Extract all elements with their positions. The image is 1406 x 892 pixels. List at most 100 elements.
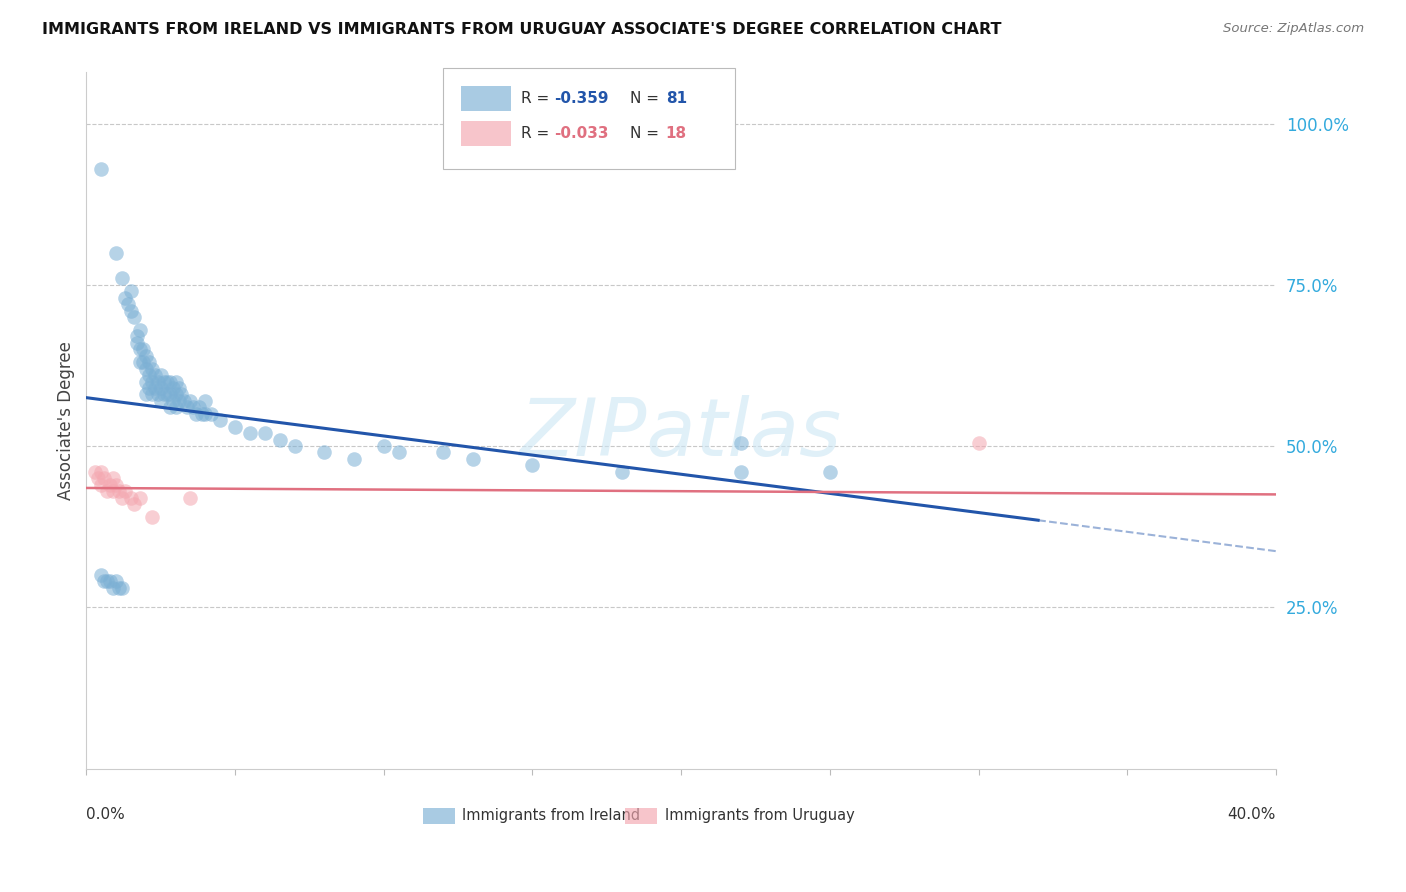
Point	[114, 291, 136, 305]
Point	[122, 310, 145, 324]
Point	[239, 426, 262, 441]
Point	[90, 161, 112, 176]
Point	[522, 458, 544, 473]
Point	[111, 581, 134, 595]
FancyBboxPatch shape	[626, 807, 658, 824]
FancyBboxPatch shape	[443, 69, 735, 169]
Point	[143, 381, 166, 395]
Point	[269, 433, 291, 447]
Point	[90, 477, 112, 491]
Point	[183, 401, 205, 415]
Point	[162, 381, 184, 395]
Point	[120, 285, 142, 299]
Text: Immigrants from Uruguay: Immigrants from Uruguay	[665, 808, 855, 823]
Point	[84, 465, 107, 479]
Point	[818, 465, 841, 479]
Point	[149, 368, 172, 383]
Point	[152, 375, 174, 389]
Point	[253, 426, 276, 441]
Point	[128, 323, 150, 337]
Point	[209, 413, 232, 427]
Point	[730, 435, 752, 450]
Point	[120, 491, 142, 505]
FancyBboxPatch shape	[461, 86, 510, 111]
Point	[186, 407, 208, 421]
Point	[105, 477, 128, 491]
Point	[730, 465, 752, 479]
Point	[146, 387, 169, 401]
Point	[610, 465, 633, 479]
Text: N =: N =	[630, 91, 664, 106]
Point	[179, 393, 201, 408]
Point	[135, 361, 157, 376]
Point	[159, 401, 181, 415]
Point	[138, 355, 160, 369]
Point	[135, 375, 157, 389]
Point	[141, 387, 163, 401]
Point	[90, 465, 112, 479]
Point	[98, 574, 121, 589]
Text: ZIPatlas: ZIPatlas	[520, 395, 842, 473]
Point	[159, 375, 181, 389]
Point	[87, 471, 110, 485]
Point	[122, 497, 145, 511]
Point	[176, 401, 198, 415]
Point	[191, 407, 214, 421]
Point	[967, 435, 990, 450]
Y-axis label: Associate's Degree: Associate's Degree	[58, 341, 75, 500]
Point	[373, 439, 395, 453]
Point	[93, 471, 115, 485]
Point	[135, 349, 157, 363]
Point	[165, 401, 187, 415]
Point	[125, 329, 148, 343]
Point	[343, 452, 366, 467]
Point	[283, 439, 305, 453]
Point	[194, 393, 217, 408]
Text: Source: ZipAtlas.com: Source: ZipAtlas.com	[1223, 22, 1364, 36]
Point	[105, 245, 128, 260]
Text: 18: 18	[665, 126, 688, 141]
Point	[138, 381, 160, 395]
Point	[135, 387, 157, 401]
Point	[155, 387, 177, 401]
Point	[146, 375, 169, 389]
Point	[105, 574, 128, 589]
Point	[96, 574, 118, 589]
Point	[170, 387, 193, 401]
Point	[141, 510, 163, 524]
Text: 81: 81	[665, 91, 688, 106]
Point	[93, 574, 115, 589]
Point	[101, 471, 124, 485]
Point	[388, 445, 411, 459]
Text: R =: R =	[520, 126, 554, 141]
Point	[114, 484, 136, 499]
Point	[132, 343, 155, 357]
Text: N =: N =	[630, 126, 664, 141]
Point	[165, 387, 187, 401]
Point	[128, 491, 150, 505]
Point	[159, 387, 181, 401]
Point	[101, 581, 124, 595]
Point	[149, 393, 172, 408]
Point	[165, 375, 187, 389]
Point	[117, 297, 139, 311]
Text: -0.033: -0.033	[554, 126, 609, 141]
Point	[167, 381, 190, 395]
Text: R =: R =	[520, 91, 554, 106]
Text: -0.359: -0.359	[554, 91, 609, 106]
Point	[125, 335, 148, 350]
Point	[96, 484, 118, 499]
Point	[111, 491, 134, 505]
Text: 0.0%: 0.0%	[86, 807, 125, 822]
Point	[188, 401, 211, 415]
Point	[101, 484, 124, 499]
Point	[111, 271, 134, 285]
Point	[179, 491, 201, 505]
Point	[108, 484, 131, 499]
Point	[224, 419, 246, 434]
Point	[432, 445, 454, 459]
Text: Immigrants from Ireland: Immigrants from Ireland	[463, 808, 640, 823]
Text: 40.0%: 40.0%	[1227, 807, 1277, 822]
Point	[132, 355, 155, 369]
Point	[128, 343, 150, 357]
